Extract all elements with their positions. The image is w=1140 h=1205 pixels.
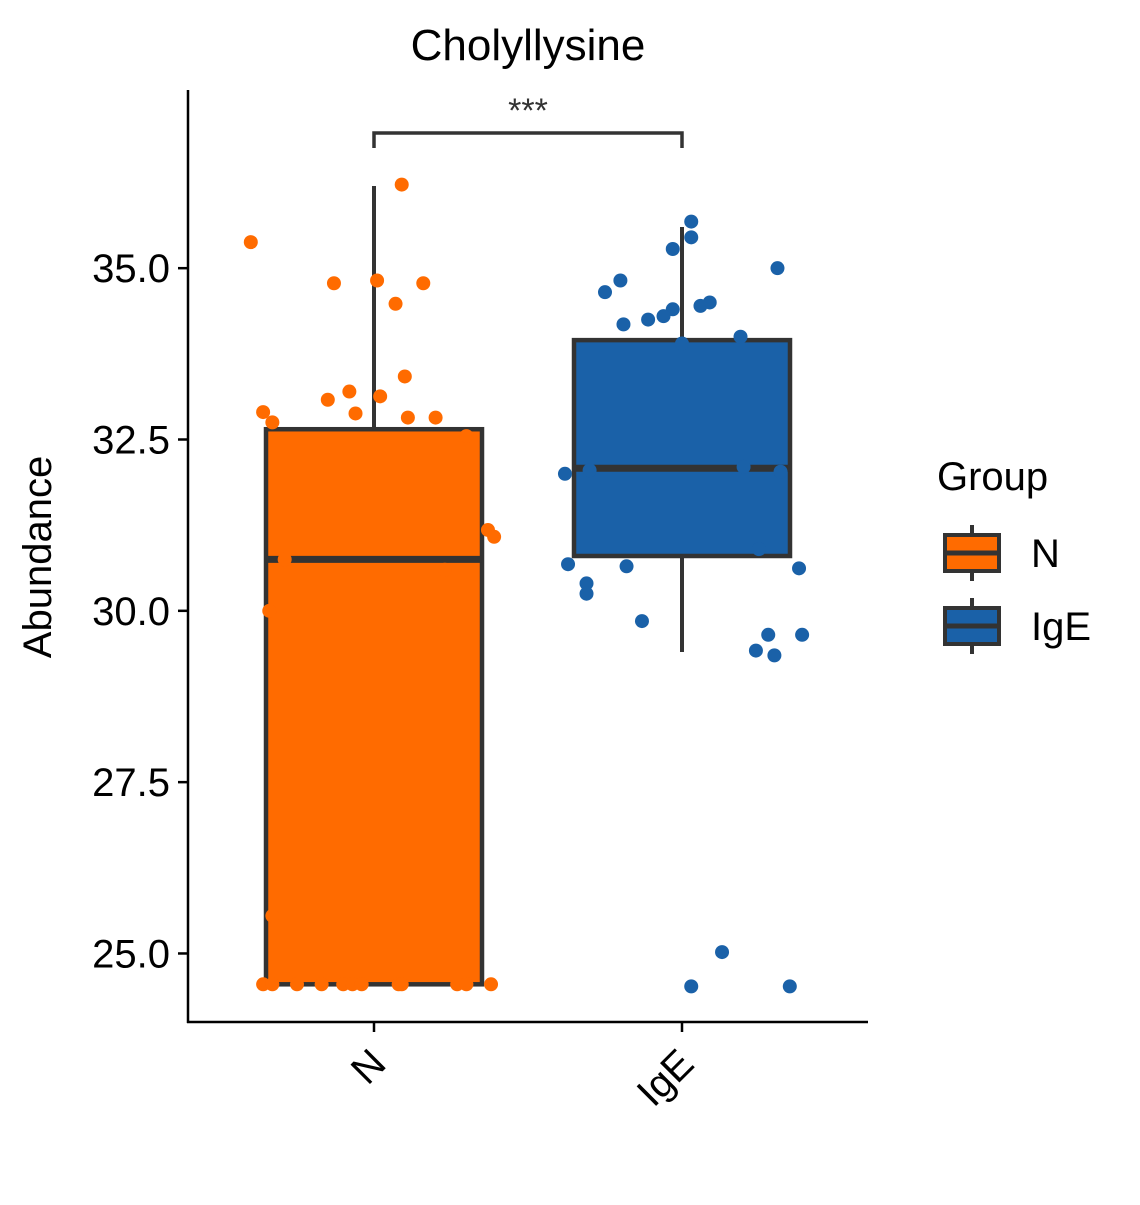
- data-point: [320, 392, 335, 407]
- data-point: [795, 627, 810, 642]
- legend-label: N: [1031, 532, 1060, 576]
- data-point: [715, 945, 730, 960]
- data-point: [459, 429, 474, 444]
- data-point: [616, 317, 631, 332]
- data-point: [484, 977, 499, 992]
- data-point: [582, 463, 597, 478]
- legend-label: IgE: [1031, 605, 1091, 649]
- data-point: [256, 405, 271, 420]
- data-point: [354, 977, 369, 992]
- data-point: [487, 529, 502, 544]
- data-point: [684, 214, 699, 229]
- y-axis-label: Abundance: [16, 456, 60, 658]
- data-point: [684, 230, 699, 245]
- data-point: [400, 410, 415, 425]
- data-point: [277, 552, 292, 567]
- data-point: [265, 977, 280, 992]
- data-point: [598, 285, 612, 300]
- data-point: [770, 261, 785, 276]
- x-tick-label: N: [343, 1041, 395, 1093]
- data-point: [370, 273, 385, 288]
- data-point: [613, 273, 628, 288]
- legend-title: Group: [937, 455, 1048, 499]
- data-point: [579, 576, 594, 591]
- data-point: [428, 410, 443, 425]
- legend-item-N: N: [943, 525, 1060, 581]
- data-point: [394, 177, 409, 192]
- data-point: [290, 977, 304, 992]
- data-point: [416, 276, 431, 291]
- data-point: [394, 977, 409, 992]
- data-point: [641, 312, 656, 327]
- data-point: [665, 241, 680, 256]
- data-point: [736, 459, 751, 474]
- points-IgE: [557, 214, 810, 994]
- data-point: [561, 557, 576, 572]
- data-point: [265, 415, 280, 430]
- significance-bracket: [372, 131, 684, 148]
- data-point: [314, 977, 329, 992]
- data-point: [262, 603, 277, 618]
- points-N: [243, 177, 502, 992]
- y-tick-label: 27.5: [92, 761, 170, 805]
- plot-area: ***: [243, 92, 810, 994]
- data-point: [773, 464, 788, 479]
- data-point: [761, 627, 776, 642]
- data-point: [437, 562, 452, 577]
- data-point: [348, 406, 363, 421]
- data-point: [342, 384, 357, 399]
- data-point: [459, 977, 474, 992]
- significance-label: ***: [508, 92, 548, 130]
- data-point: [782, 979, 797, 994]
- data-point: [752, 542, 766, 557]
- data-point: [767, 648, 782, 663]
- data-point: [733, 329, 748, 344]
- box-body: [571, 337, 793, 559]
- box-N: [263, 185, 485, 987]
- data-point: [579, 586, 594, 601]
- legend-item-IgE: IgE: [943, 598, 1091, 654]
- data-point: [684, 979, 699, 994]
- data-point: [634, 614, 649, 629]
- data-point: [243, 235, 258, 250]
- data-point: [693, 298, 708, 313]
- data-point: [397, 369, 412, 384]
- x-tick-label: IgE: [629, 1041, 703, 1115]
- y-tick-label: 35.0: [92, 247, 170, 291]
- data-point: [748, 643, 763, 658]
- y-tick-label: 25.0: [92, 932, 170, 976]
- data-point: [326, 276, 341, 291]
- chart-title: Cholyllysine: [411, 21, 646, 70]
- data-point: [792, 561, 807, 576]
- y-tick-label: 30.0: [92, 590, 170, 634]
- data-point: [675, 336, 689, 351]
- data-point: [265, 908, 280, 923]
- data-point: [656, 309, 671, 324]
- data-point: [619, 559, 634, 574]
- data-point: [388, 296, 403, 311]
- box-body: [263, 426, 485, 987]
- data-point: [373, 389, 388, 404]
- data-point: [557, 466, 572, 481]
- box-IgE: [571, 227, 793, 652]
- y-tick-label: 32.5: [92, 419, 170, 463]
- legend: Group N IgE: [937, 455, 1091, 654]
